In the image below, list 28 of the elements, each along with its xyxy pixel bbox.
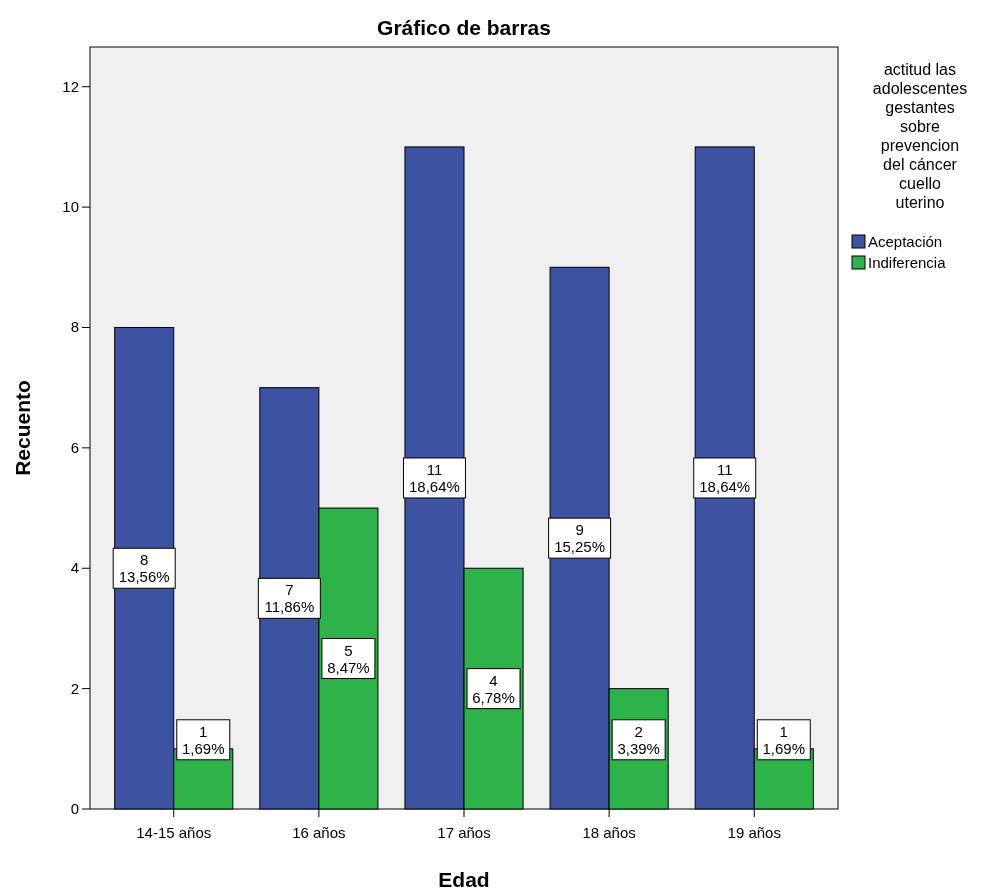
x-tick-label: 18 años <box>582 824 636 841</box>
x-tick-label: 16 años <box>292 824 346 841</box>
legend-title: actitud las adolescentes gestantes sobre prevencion del cáncer cuello uterino <box>872 61 968 211</box>
y-tick-label: 0 <box>70 800 79 817</box>
y-tick-label: 10 <box>62 198 79 216</box>
y-tick-label: 2 <box>70 679 79 697</box>
data-label: 1 1,69% <box>762 722 806 757</box>
data-label: 8 13,56% <box>118 551 170 586</box>
x-tick-label: 19 años <box>727 824 781 841</box>
y-tick-label: 6 <box>70 438 79 456</box>
legend-label: Indiferencia <box>868 254 947 271</box>
data-label: 1 1,69% <box>182 722 225 757</box>
y-tick-label: 4 <box>70 559 79 577</box>
data-label: 9 15,25% <box>554 521 606 556</box>
y-tick-label: 8 <box>70 318 79 336</box>
data-label: 11 18,64% <box>699 460 751 495</box>
x-tick-label: 17 años <box>437 824 491 841</box>
data-label: 5 8,47% <box>327 641 370 676</box>
y-axis-title: Recuento <box>11 380 34 476</box>
data-label: 11 18,64% <box>409 460 460 495</box>
data-label: 4 6,78% <box>472 671 515 706</box>
x-tick-label: 14-15 años <box>136 824 212 841</box>
legend-label: Aceptación <box>868 233 943 250</box>
x-axis-title: Edad <box>438 868 490 891</box>
chart-title: Gráfico de barras <box>377 16 551 39</box>
data-label: 7 11,86% <box>264 581 315 616</box>
y-tick-label: 12 <box>62 77 79 95</box>
data-label: 2 3,39% <box>617 722 660 757</box>
